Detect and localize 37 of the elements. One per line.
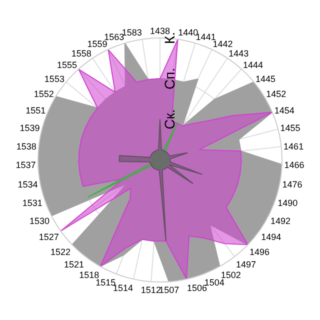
- spoke-label: 1507: [159, 285, 180, 296]
- spoke-label: 1454: [274, 106, 294, 116]
- spoke-label: 1492: [270, 216, 291, 226]
- spoke-label: 1502: [220, 270, 241, 280]
- spoke-label: 1461: [284, 141, 304, 152]
- spoke-label: 1455: [280, 123, 300, 134]
- spoke-label: 1534: [18, 179, 38, 190]
- spoke-label: 1445: [256, 74, 276, 84]
- spoke-label: 1440: [178, 28, 198, 38]
- spoke-label: 1538: [16, 141, 36, 152]
- spoke-label: 1555: [57, 60, 78, 70]
- y-tick-label: Сп.: [162, 68, 178, 90]
- spoke-label: 1442: [212, 39, 233, 50]
- spoke-label: 1443: [228, 48, 249, 59]
- spoke-label: 1497: [236, 259, 256, 270]
- spoke-label: 1539: [20, 123, 40, 134]
- spoke-label: 1506: [187, 282, 208, 293]
- spoke-label: 1521: [64, 259, 84, 270]
- spoke-label: 1530: [29, 216, 50, 226]
- spoke-label: 1452: [266, 89, 286, 99]
- y-tick-label: Ск.: [162, 109, 178, 130]
- spoke-label: 1518: [79, 270, 100, 280]
- spoke-label: 1512: [140, 285, 161, 296]
- spoke-label: 1552: [34, 89, 54, 99]
- spoke-label: 1490: [278, 198, 298, 208]
- spoke-label: 1558: [71, 48, 92, 59]
- spoke-label: 1551: [26, 106, 46, 116]
- spoke-label: 1444: [242, 60, 263, 70]
- spoke-label: 1496: [249, 246, 270, 257]
- spoke-label: 1553: [44, 74, 64, 84]
- spoke-label: 1537: [16, 160, 36, 170]
- spoke-label: 1466: [284, 160, 304, 170]
- spoke-label: 1476: [282, 179, 302, 190]
- spoke-label: 1494: [261, 232, 282, 242]
- spoke-label: 1522: [50, 246, 71, 257]
- spoke-label: 1531: [22, 198, 42, 208]
- spoke-label: 1527: [38, 232, 59, 242]
